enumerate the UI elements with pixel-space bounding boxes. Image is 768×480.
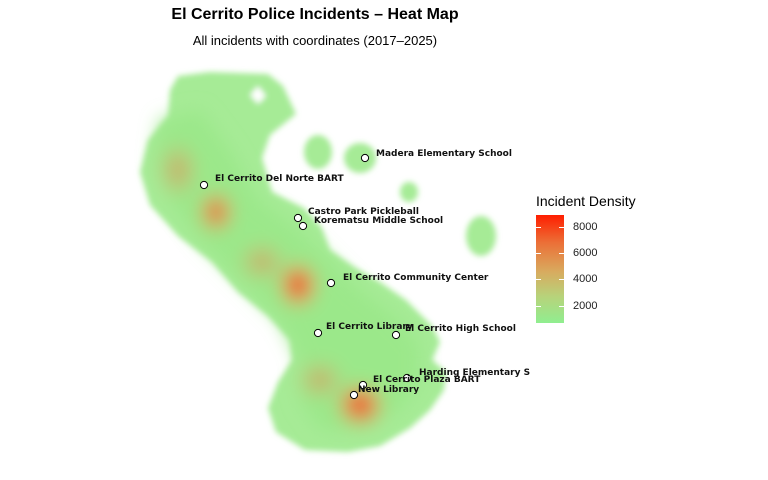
landmark-point-madera[interactable] [360,153,370,163]
legend-tick-2000: 2000 [573,300,598,312]
density-blob-northeast [400,182,418,202]
density-blob-north [304,135,332,169]
hotspot-south-warm [294,358,346,402]
density-layers [155,110,420,430]
hotspot-corridor [236,240,288,284]
legend-tickmark-8000 [536,227,564,228]
density-blob-madera [344,143,376,173]
density-region-top-notch [250,86,266,104]
legend-tick-6000: 6000 [573,247,598,259]
landmark-label-harding: Harding Elementary S [419,368,530,378]
hotspot-plaza [334,381,386,429]
landmark-point-harding[interactable] [402,373,412,383]
landmark-label-library: El Cerrito Library [326,322,413,332]
landmark-label-castro: Castro Park Pickleball [308,207,419,217]
legend-tick-4000: 4000 [573,273,598,285]
hotspot-central [276,259,320,311]
legend-tick-8000: 8000 [573,221,598,233]
landmark-point-newlibrary[interactable] [349,390,359,400]
landmark-label-delnorte: El Cerrito Del Norte BART [215,174,344,184]
landmark-point-community[interactable] [326,278,336,288]
legend-tickmark-2000 [536,306,564,307]
landmark-point-korematsu[interactable] [298,221,308,231]
landmark-label-korematsu: Korematsu Middle School [314,216,443,226]
hotspot-delnorte [196,188,236,236]
landmark-labels: Madera Elementary School El Cerrito Del … [215,149,530,395]
landmark-point-highschool[interactable] [391,330,401,340]
landmark-label-highschool: El Cerrito High School [405,324,516,334]
map-subtitle: All incidents with coordinates (2017–202… [192,33,438,48]
hotspot-north-warm [156,138,200,202]
landmark-label-community: El Cerrito Community Center [343,273,489,283]
landmark-point-delnorte[interactable] [199,180,209,190]
landmark-label-madera: Madera Elementary School [376,149,512,159]
legend-tickmark-6000 [536,253,564,254]
landmark-point-castro[interactable] [293,213,303,223]
legend-tickmark-4000 [536,279,564,280]
landmark-points [199,153,412,400]
landmark-point-library[interactable] [313,328,323,338]
landmark-label-plaza: El Cerrito Plaza BART [373,375,481,385]
density-blob-east [466,216,496,256]
density-legend: Incident Density 8000 6000 4000 2000 [536,193,676,343]
landmark-point-plaza[interactable] [358,380,368,390]
legend-colorbar [536,215,564,323]
landmark-label-newlibrary: New Library [358,385,419,395]
map-title: El Cerrito Police Incidents – Heat Map [171,6,459,23]
legend-title: Incident Density [536,193,636,209]
